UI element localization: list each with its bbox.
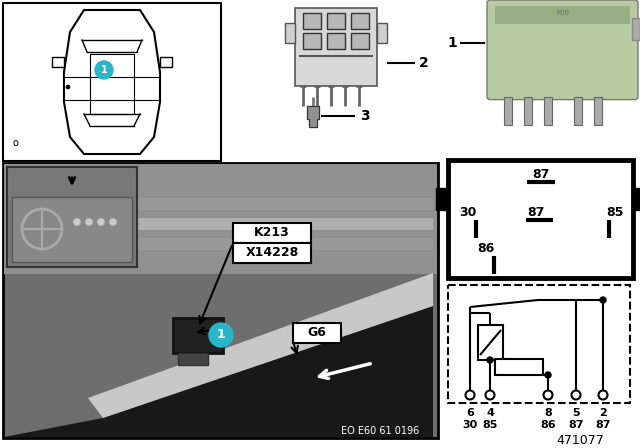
Bar	[495, 359, 543, 375]
Polygon shape	[88, 273, 433, 418]
Text: 87: 87	[595, 420, 611, 430]
Circle shape	[572, 391, 580, 400]
Bar	[448, 160, 633, 278]
Circle shape	[66, 85, 70, 89]
Bar	[233, 223, 311, 243]
Bar	[478, 325, 503, 360]
FancyBboxPatch shape	[487, 0, 638, 99]
Circle shape	[95, 61, 113, 79]
Bar	[303, 33, 321, 49]
Circle shape	[73, 218, 81, 226]
Text: 6: 6	[466, 408, 474, 418]
Bar	[327, 33, 345, 49]
Polygon shape	[64, 10, 160, 154]
Bar	[12, 197, 132, 262]
Bar	[351, 13, 369, 29]
Bar	[448, 285, 630, 403]
Bar	[4, 164, 437, 274]
Circle shape	[97, 218, 105, 226]
Text: 1: 1	[216, 328, 225, 341]
Circle shape	[545, 372, 551, 378]
Text: 85: 85	[606, 206, 624, 219]
Bar	[90, 54, 134, 114]
Bar	[7, 167, 137, 267]
Circle shape	[465, 391, 474, 400]
Bar	[632, 18, 640, 40]
Bar	[3, 163, 438, 438]
Text: 87: 87	[527, 206, 544, 219]
Text: X14228: X14228	[245, 246, 299, 259]
Text: 471077: 471077	[556, 434, 604, 447]
Circle shape	[600, 297, 606, 303]
Bar	[133, 198, 433, 210]
Bar	[544, 97, 552, 125]
Bar	[633, 188, 640, 210]
Bar	[594, 97, 602, 125]
Text: 85: 85	[483, 420, 498, 430]
Bar	[178, 353, 208, 365]
Text: 1: 1	[100, 65, 108, 75]
Bar	[574, 97, 582, 125]
Bar	[377, 23, 387, 43]
Text: K213: K213	[254, 227, 290, 240]
Bar	[295, 8, 377, 86]
Bar	[3, 3, 221, 161]
Bar	[303, 13, 321, 29]
Bar	[173, 318, 223, 353]
Text: 4: 4	[486, 408, 494, 418]
Circle shape	[109, 218, 117, 226]
Bar	[52, 57, 64, 67]
Bar	[524, 97, 532, 125]
Text: F00: F00	[556, 10, 569, 16]
Bar	[327, 13, 345, 29]
Text: 2: 2	[599, 408, 607, 418]
Circle shape	[209, 323, 233, 347]
Bar	[285, 23, 295, 43]
Bar	[436, 188, 448, 210]
Text: EO E60 61 0196: EO E60 61 0196	[341, 426, 419, 436]
Bar	[160, 57, 172, 67]
Bar	[293, 323, 341, 343]
Circle shape	[487, 357, 493, 363]
Text: 1: 1	[447, 36, 457, 50]
Text: 86: 86	[477, 241, 495, 254]
Text: 87: 87	[568, 420, 584, 430]
Text: G6: G6	[308, 327, 326, 340]
Bar	[233, 243, 311, 263]
Text: o: o	[12, 138, 18, 148]
Bar	[495, 6, 630, 24]
Text: 2: 2	[419, 56, 429, 70]
Text: 86: 86	[540, 420, 556, 430]
Text: 8: 8	[544, 408, 552, 418]
Polygon shape	[307, 106, 319, 127]
Circle shape	[543, 391, 552, 400]
Text: 3: 3	[360, 109, 370, 123]
Circle shape	[598, 391, 607, 400]
Text: 30: 30	[462, 420, 477, 430]
Text: 5: 5	[572, 408, 580, 418]
Circle shape	[85, 218, 93, 226]
Text: 87: 87	[532, 168, 549, 181]
Bar	[133, 218, 433, 230]
Bar	[133, 238, 433, 250]
Bar	[351, 33, 369, 49]
Bar	[504, 97, 512, 125]
Polygon shape	[4, 306, 433, 437]
Text: 30: 30	[460, 206, 477, 219]
Circle shape	[486, 391, 495, 400]
